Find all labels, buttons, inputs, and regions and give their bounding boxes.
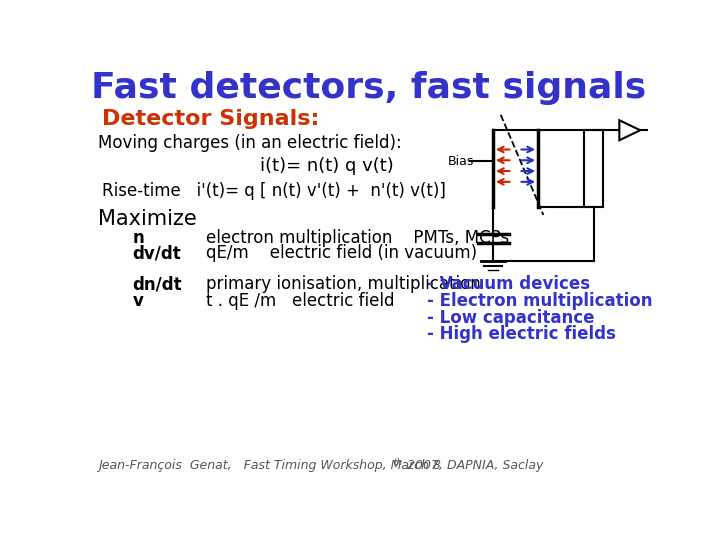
Text: i(t)= n(t) q v(t): i(t)= n(t) q v(t) <box>261 158 395 176</box>
Text: t . qE /m   electric field: t . qE /m electric field <box>206 292 395 310</box>
Text: Bias: Bias <box>448 154 474 167</box>
Text: Fast detectors, fast signals: Fast detectors, fast signals <box>91 71 647 105</box>
Text: primary ionisation, multiplication: primary ionisation, multiplication <box>206 275 481 293</box>
Bar <box>585 130 603 207</box>
Text: - Low capacitance: - Low capacitance <box>427 309 595 327</box>
Text: Rise-time   i'(t)= q [ n(t) v'(t) +  n'(t) v(t)]: Rise-time i'(t)= q [ n(t) v'(t) + n'(t) … <box>102 182 446 200</box>
Text: - Electron multiplication: - Electron multiplication <box>427 292 652 310</box>
Text: electron multiplication    PMTs, MCPs: electron multiplication PMTs, MCPs <box>206 229 510 247</box>
Text: qE/m    electric field (in vacuum): qE/m electric field (in vacuum) <box>206 245 477 262</box>
Text: Detector Signals:: Detector Signals: <box>102 109 319 129</box>
Text: v: v <box>132 292 143 310</box>
Text: Moving charges (in an electric field):: Moving charges (in an electric field): <box>98 134 402 152</box>
Text: dn/dt: dn/dt <box>132 275 182 293</box>
Text: dv/dt: dv/dt <box>132 245 181 262</box>
Text: n: n <box>132 229 145 247</box>
Text: th: th <box>394 457 403 467</box>
Text: - Vacuum devices: - Vacuum devices <box>427 275 590 293</box>
Text: Maximize: Maximize <box>98 209 197 229</box>
Text: - High electric fields: - High electric fields <box>427 325 616 343</box>
Text: 2007, DAPNIA, Saclay: 2007, DAPNIA, Saclay <box>403 458 544 472</box>
Text: Jean-François  Genat,   Fast Timing Workshop, March 8: Jean-François Genat, Fast Timing Worksho… <box>98 458 441 472</box>
